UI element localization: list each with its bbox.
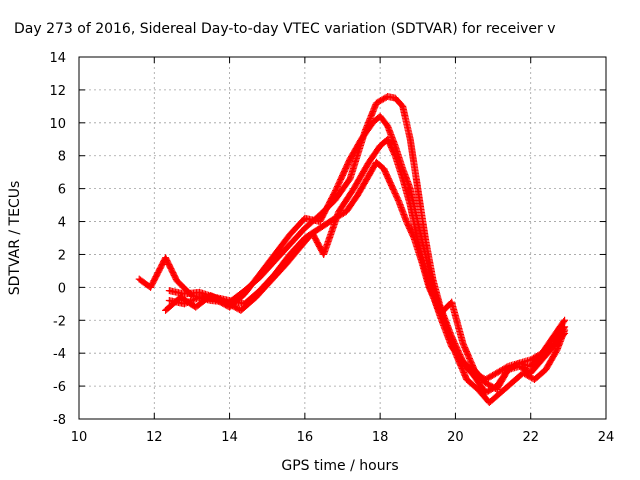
y-tick-label: 4 bbox=[58, 216, 66, 231]
y-axis-label: SDTVAR / TECUs bbox=[7, 181, 23, 296]
data-point bbox=[192, 295, 200, 303]
x-tick-label: 12 bbox=[146, 430, 163, 445]
y-tick-label: 6 bbox=[58, 183, 66, 198]
data-points bbox=[135, 92, 569, 407]
x-tick-label: 18 bbox=[372, 430, 389, 445]
y-tick-label: -6 bbox=[53, 380, 66, 395]
axis-ticks bbox=[78, 56, 607, 420]
data-point bbox=[561, 316, 569, 324]
x-tick-label: 16 bbox=[297, 430, 314, 445]
y-tick-label: -2 bbox=[53, 314, 66, 329]
y-tick-label: 0 bbox=[58, 281, 66, 296]
y-tick-label: -8 bbox=[53, 413, 66, 428]
data-point bbox=[560, 318, 568, 326]
data-point bbox=[191, 295, 199, 303]
series-track-3 bbox=[162, 135, 569, 397]
series-track-2 bbox=[165, 112, 569, 407]
x-tick-label: 24 bbox=[598, 430, 615, 445]
data-point bbox=[560, 324, 568, 332]
x-tick-label: 22 bbox=[522, 430, 539, 445]
data-point bbox=[561, 329, 569, 337]
x-tick-label: 20 bbox=[447, 430, 464, 445]
chart-title: Day 273 of 2016, Sidereal Day-to-day VTE… bbox=[14, 21, 556, 37]
series-track-4 bbox=[165, 158, 569, 393]
data-point bbox=[560, 331, 568, 339]
data-point bbox=[561, 323, 569, 331]
y-tick-label: 14 bbox=[49, 51, 66, 66]
x-tick-label: 14 bbox=[221, 430, 238, 445]
y-tick-label: 10 bbox=[49, 117, 66, 132]
x-axis-label: GPS time / hours bbox=[281, 458, 398, 474]
x-tick-label: 10 bbox=[71, 430, 88, 445]
series-track-1 bbox=[135, 92, 569, 384]
y-tick-label: 12 bbox=[49, 84, 66, 99]
y-tick-label: 8 bbox=[58, 150, 66, 165]
y-tick-label: 2 bbox=[58, 248, 66, 263]
plot-frame bbox=[78, 56, 607, 420]
y-tick-label: -4 bbox=[53, 347, 66, 362]
